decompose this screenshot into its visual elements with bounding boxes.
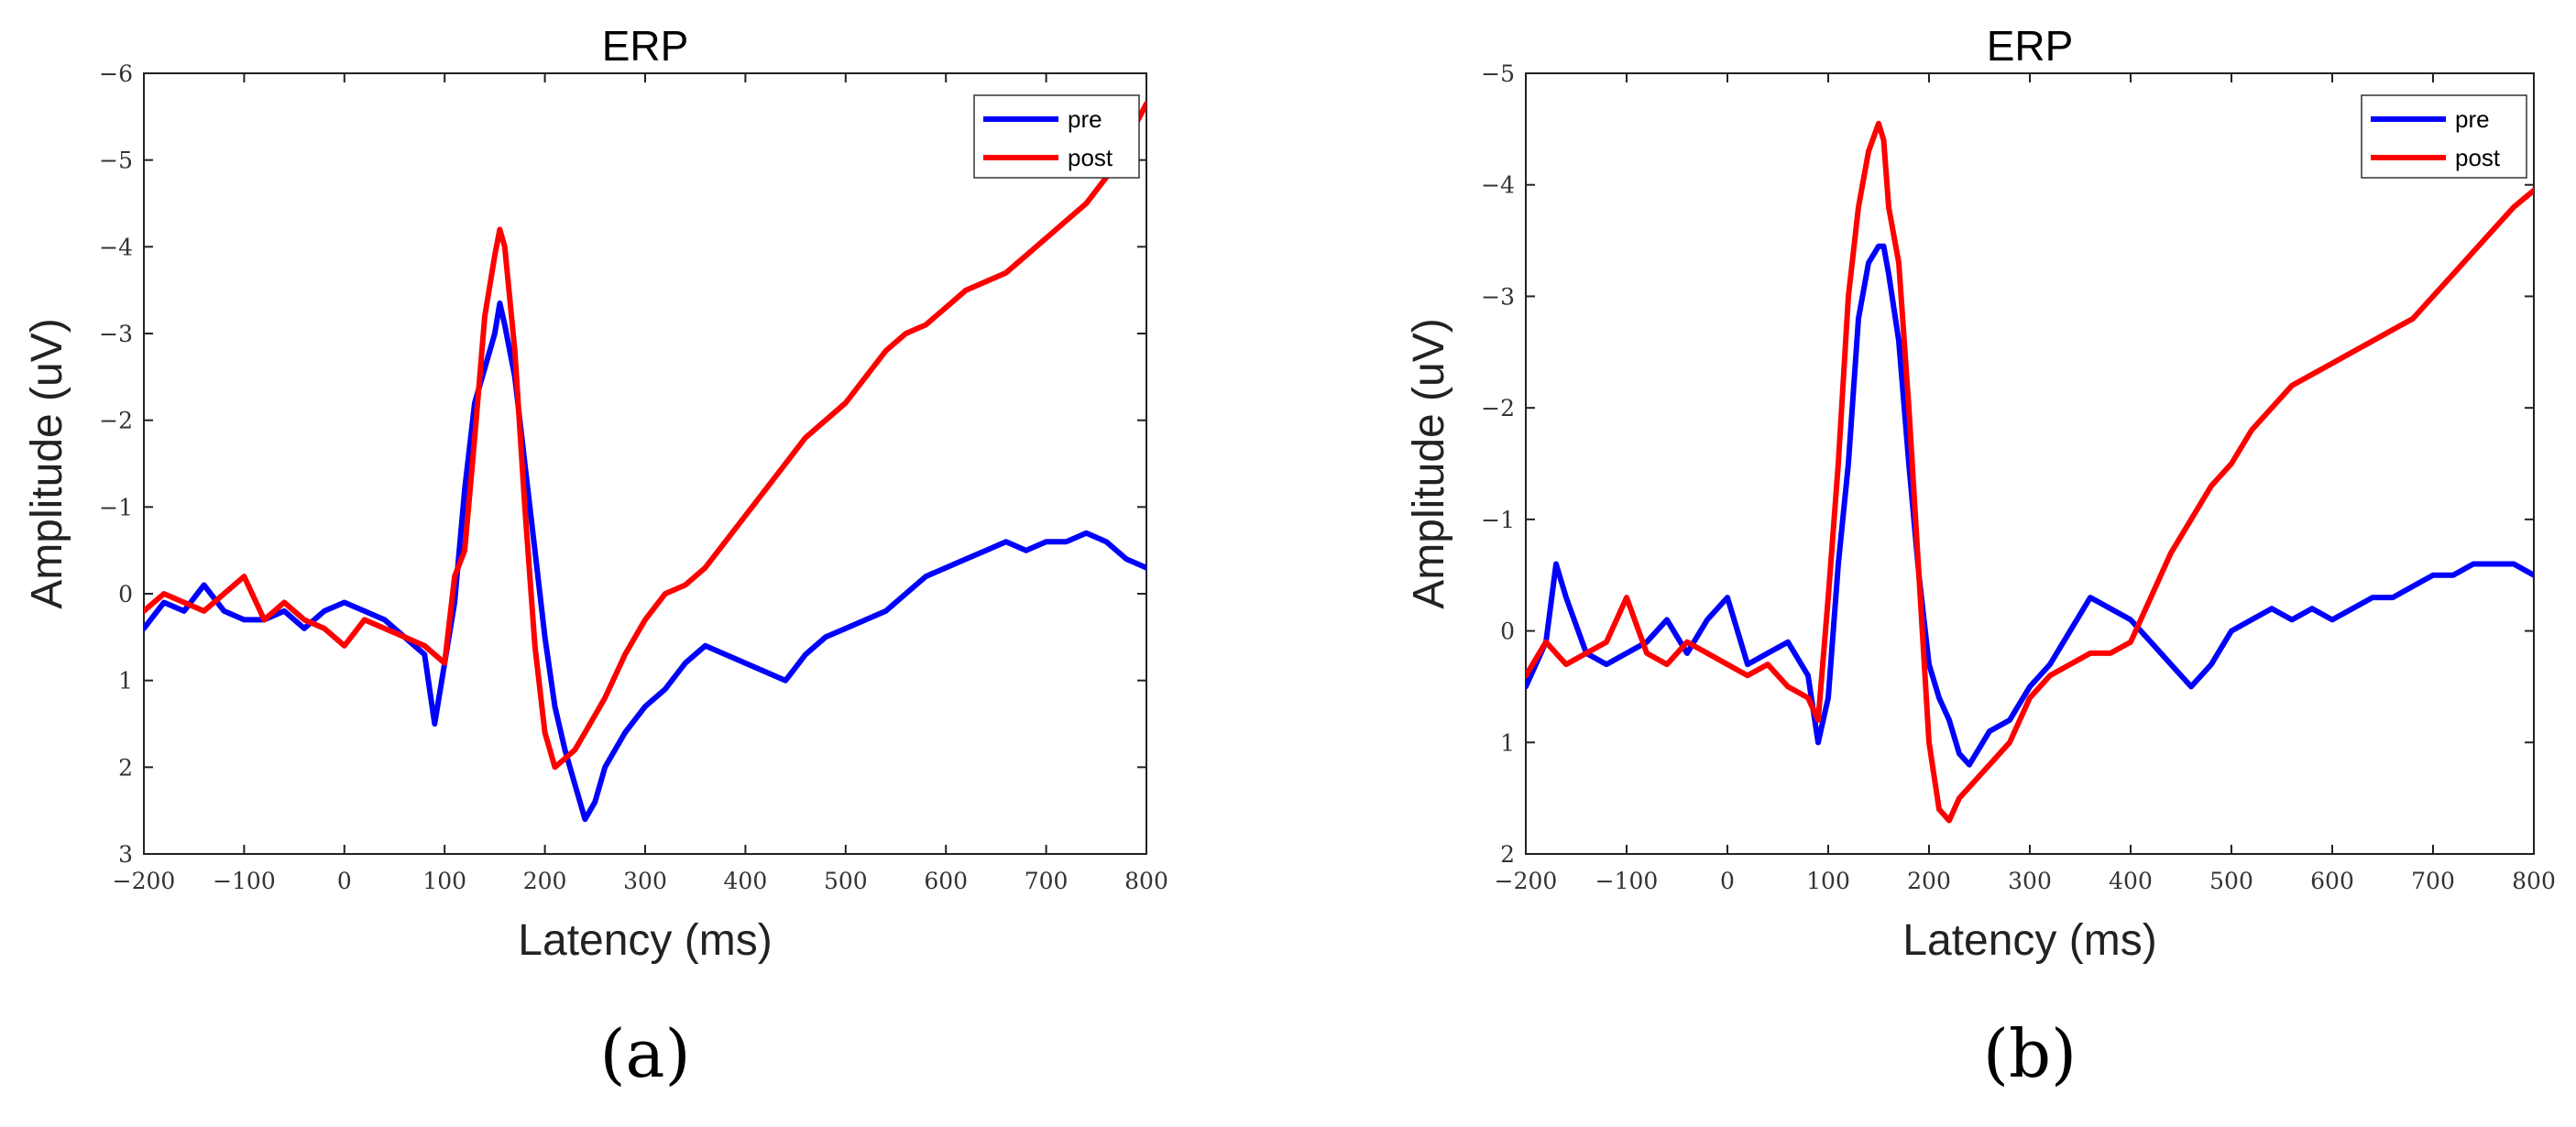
y-tick-label: 1 xyxy=(1500,729,1515,756)
legend-label-pre: pre xyxy=(1068,105,1102,133)
y-tick-label: 2 xyxy=(118,754,133,781)
legend-box xyxy=(2361,94,2527,179)
legend-label-post: post xyxy=(1068,144,1113,171)
chart-title: ERP xyxy=(602,22,689,70)
plot-area xyxy=(143,72,1147,855)
series-line-post xyxy=(144,101,1146,771)
y-tick-label: −4 xyxy=(99,234,133,260)
series-line-pre xyxy=(144,300,1146,823)
x-tick-label: 200 xyxy=(523,868,567,894)
y-tick-label: −4 xyxy=(1481,172,1515,199)
y-tick-label: −3 xyxy=(1481,283,1515,310)
y-tick-label: 0 xyxy=(118,581,133,607)
x-axis-label: Latency (ms) xyxy=(1902,916,2156,965)
legend-label-pre: pre xyxy=(2455,105,2490,133)
y-tick-label: −5 xyxy=(99,148,133,174)
x-tick-label: 800 xyxy=(2512,868,2556,894)
y-tick-label: 1 xyxy=(118,668,133,695)
y-tick-label: −5 xyxy=(1481,60,1515,87)
y-axis-label: Amplitude (uV) xyxy=(1405,318,1453,608)
y-tick-label: 0 xyxy=(1500,618,1515,645)
x-tick-label: 700 xyxy=(1025,868,1069,894)
x-tick-label: 0 xyxy=(337,868,352,894)
y-tick-label: −2 xyxy=(99,408,133,434)
x-tick-label: 500 xyxy=(824,868,868,894)
x-tick-label: 300 xyxy=(2008,868,2052,894)
x-tick-label: −200 xyxy=(113,868,176,894)
x-tick-label: −100 xyxy=(213,868,276,894)
y-tick-label: −1 xyxy=(1481,507,1515,533)
legend: pre post xyxy=(973,94,1140,179)
legend: pre post xyxy=(2361,94,2527,179)
x-tick-label: 800 xyxy=(1124,868,1168,894)
x-tick-label: 400 xyxy=(2109,868,2153,894)
x-tick-label: 600 xyxy=(2310,868,2354,894)
y-tick-label: −3 xyxy=(99,321,133,347)
x-tick-label: 100 xyxy=(1806,868,1850,894)
y-tick-label: 3 xyxy=(118,841,133,868)
x-tick-label: 200 xyxy=(1907,868,1951,894)
x-tick-label: 600 xyxy=(924,868,968,894)
x-tick-label: 400 xyxy=(724,868,768,894)
series-line-post xyxy=(1526,120,2534,824)
x-tick-label: 100 xyxy=(422,868,466,894)
plot-area xyxy=(1525,72,2535,855)
x-tick-label: −100 xyxy=(1595,868,1659,894)
series-line-pre xyxy=(1526,243,2534,768)
x-tick-label: 300 xyxy=(623,868,667,894)
chart-title: ERP xyxy=(1987,22,2074,70)
legend-box xyxy=(973,94,1140,179)
y-tick-label: 2 xyxy=(1500,841,1515,868)
y-tick-label: −2 xyxy=(1481,395,1515,421)
y-tick-label: −6 xyxy=(99,60,133,87)
panel-label: (b) xyxy=(1983,1015,2077,1092)
x-tick-label: 500 xyxy=(2209,868,2253,894)
erp-chart-a: ERP −200 −100 0 100 200 300 400 500 600 700 800 −6 −5… xyxy=(23,22,1168,1092)
panel-label: (a) xyxy=(599,1015,690,1092)
x-tick-label: −200 xyxy=(1495,868,1558,894)
x-axis-label: Latency (ms) xyxy=(518,916,772,965)
y-tick-label: −1 xyxy=(99,494,133,520)
erp-chart-b: ERP −200 −100 0 100 200 300 400 500 600 700 800 −5 −4… xyxy=(1405,22,2556,1092)
x-tick-label: 0 xyxy=(1720,868,1735,894)
y-axis-label: Amplitude (uV) xyxy=(23,318,71,608)
legend-label-post: post xyxy=(2455,144,2501,171)
x-tick-label: 700 xyxy=(2411,868,2455,894)
